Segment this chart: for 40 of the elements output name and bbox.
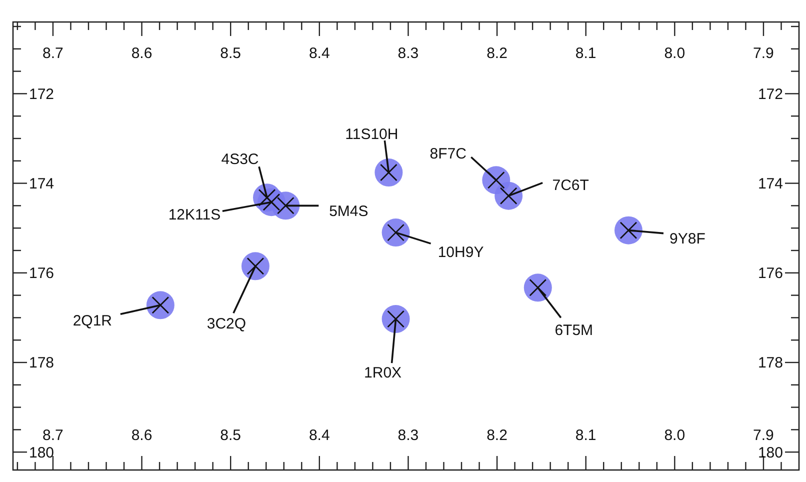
x-tick-label: 8.0 [664,427,686,444]
x2-tick-label: 8.1 [575,45,596,62]
annotation: 4S3C [221,150,259,168]
annotation: 6T5M [554,322,594,339]
x-tick-label: 8.4 [308,427,330,444]
annotation: 12K11S [168,206,221,224]
x-tick-label: 8.5 [220,427,242,444]
y2-tick-label: 178 [758,354,783,372]
annotation: 9Y8F [670,230,706,248]
annotation: 3C2Q [206,315,246,332]
annotation: 2Q1R [72,312,112,330]
y-tick-label: 176 [29,265,54,282]
x2-tick-label: 8.0 [664,45,686,62]
y-tick-label: 172 [29,86,54,103]
annotation: 10H9Y [438,244,484,261]
y2-tick-label: 176 [758,265,783,282]
annotation: 11S10H [345,126,398,143]
x-tick-label: 8.7 [42,427,64,444]
annotation: 8F7C [430,145,467,162]
annotation: 5M4S [329,202,368,220]
x2-tick-label: 7.9 [753,45,774,62]
x2-tick-label: 8.2 [486,45,508,62]
y2-tick-label: 172 [758,86,783,103]
annotation: 7C6T [552,177,589,194]
x-tick-label: 8.2 [486,427,508,444]
y2-tick-label: 174 [758,176,783,193]
x2-tick-label: 8.3 [398,45,419,62]
y-tick-label: 178 [29,354,54,372]
annotation: 1R0X [364,364,402,382]
y2-tick-label: 180 [758,444,783,462]
x2-tick-label: 8.4 [308,45,330,62]
x-tick-label: 7.9 [753,427,774,444]
y-tick-label: 180 [29,444,54,462]
x2-tick-label: 8.6 [131,45,152,62]
y-tick-label: 174 [29,176,54,193]
x-tick-label: 8.6 [131,427,152,444]
x-tick-label: 8.1 [575,427,596,444]
x2-tick-label: 8.5 [220,45,242,62]
x2-tick-label: 8.7 [42,45,64,62]
x-tick-label: 8.3 [398,427,419,444]
